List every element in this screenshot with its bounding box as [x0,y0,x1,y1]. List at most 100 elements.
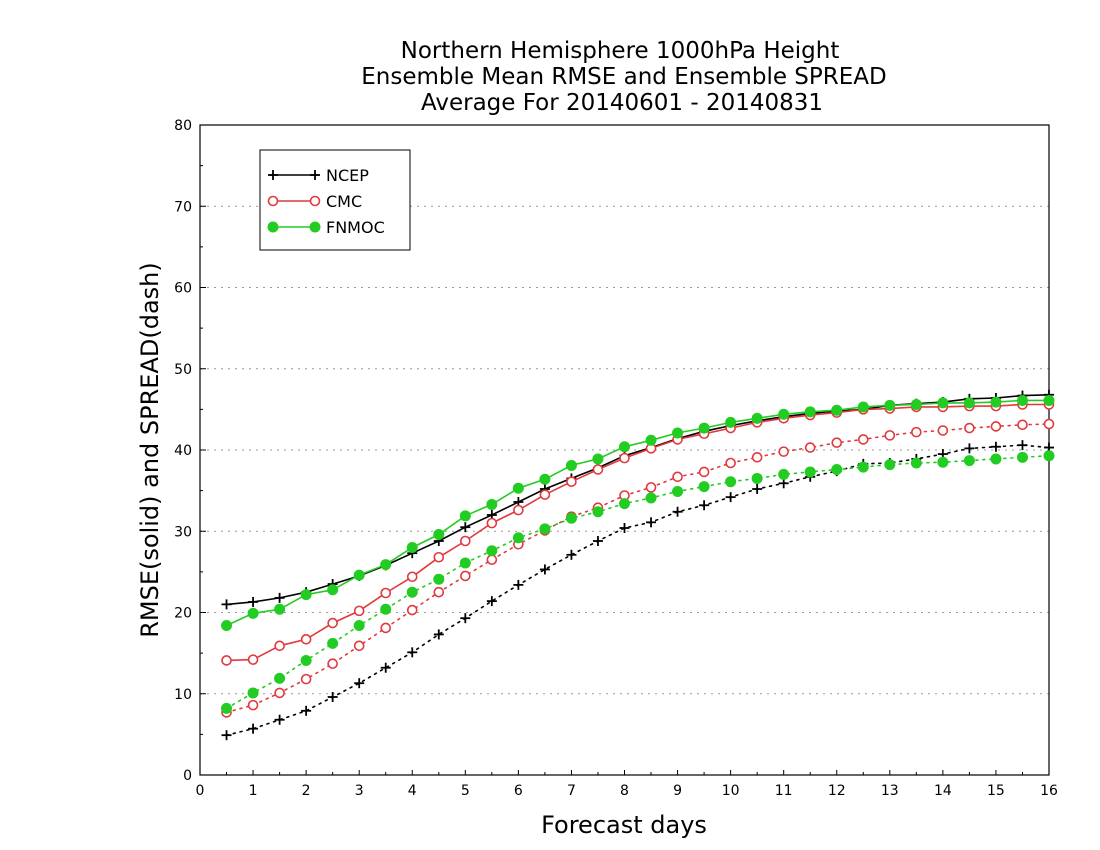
fnmoc-spread-point [459,557,471,569]
cmc-rmse-point [406,571,418,583]
cmc-spread-point [911,426,922,438]
cmc-spread-point [247,699,259,711]
cmc-spread-point [804,442,816,453]
legend-label-cmc: CMC [326,192,362,211]
fnmoc-rmse-point [247,607,259,619]
fnmoc-spread-point [751,472,763,484]
ncep-spread-point [380,662,391,673]
cmc-spread-point [964,422,975,434]
ncep-spread-point [248,723,259,734]
y-tick-label: 50 [174,362,192,378]
fnmoc-spread-point [592,506,604,518]
ncep-spread-point [539,564,550,575]
fnmoc-rmse-point [725,416,737,428]
cmc-spread-point [645,482,657,493]
fnmoc-rmse-point [327,584,339,596]
ncep-spread-point [407,647,418,658]
fnmoc-rmse-point [486,498,498,510]
legend-marker-ncep [268,170,278,180]
fnmoc-spread-point [698,481,710,493]
x-tick-label: 12 [828,783,846,799]
ncep-spread-point [619,523,630,533]
fnmoc-rmse-point [910,399,922,410]
cmc-rmse-point [433,551,445,563]
cmc-rmse-point [619,452,630,464]
fnmoc-rmse-point [433,529,445,540]
fnmoc-rmse-point [565,459,577,471]
x-tick-label: 9 [673,783,682,799]
ncep-spread-point [1017,440,1028,451]
y-axis-label: RMSE(solid) and SPREAD(dash) [136,262,164,638]
fnmoc-spread-point [300,654,312,666]
fnmoc-spread-point [433,573,445,585]
x-tick-label: 3 [355,783,364,799]
fnmoc-rmse-point [380,559,392,571]
chart-subtitle: Ensemble Mean RMSE and Ensemble SPREAD [361,64,886,90]
cmc-rmse-point [274,640,285,652]
x-tick-label: 1 [249,783,258,799]
legend: NCEP CMC FNMOC [259,149,411,251]
ncep-rmse-line [226,394,1050,606]
fnmoc-rmse-point [751,412,763,424]
ncep-spread-point [486,596,497,607]
cmc-rmse-point [353,605,365,617]
fnmoc-spread-point [963,455,975,467]
fnmoc-rmse-point [539,473,551,485]
fnmoc-spread-point [857,461,869,473]
cmc-spread-point [353,640,365,652]
fnmoc-spread-point [274,672,286,684]
cmc-spread-point [698,466,710,478]
fnmoc-rmse-point [645,434,657,446]
cmc-rmse-point [592,464,604,475]
ncep-spread-point [566,549,577,560]
x-tick-label: 13 [881,783,899,799]
cmc-rmse-point [539,489,551,500]
chart-subtitle-date: Average For 20140601 - 20140831 [421,90,823,116]
x-tick-label: 10 [722,783,740,799]
cmc-rmse-point [300,634,312,645]
legend-marker-cmc [309,195,321,207]
cmc-spread-point [990,421,1002,432]
fnmoc-rmse-point [831,404,843,416]
ncep-rmse-point [248,596,259,607]
fnmoc-spread-point [672,485,684,497]
fnmoc-spread-point [804,466,816,478]
fnmoc-rmse-point [698,422,710,434]
fnmoc-rmse-point [884,399,896,411]
fnmoc-rmse-point [274,603,286,615]
fnmoc-rmse-line [226,399,1049,627]
y-tick-label: 0 [183,768,192,784]
y-tick-label: 10 [174,687,192,703]
fnmoc-rmse-point [406,542,418,553]
ncep-spread-point [752,484,763,494]
fnmoc-spread-point [619,498,630,510]
ncep-spread-point [646,517,657,528]
cmc-rmse-point [486,517,498,529]
ncep-spread-point [327,692,338,702]
fnmoc-spread-point [406,586,418,598]
x-axis-label: Forecast days [541,811,707,839]
x-axis-ticks: 0 1 2 3 4 5 6 7 8 9 10 11 12 13 14 15 16 [196,770,1058,799]
fnmoc-rmse-point [1043,394,1055,406]
cmc-spread-point [274,687,285,699]
fnmoc-spread-point [565,512,577,524]
cmc-spread-point [300,673,312,685]
fnmoc-spread-line [225,454,1050,710]
ncep-spread-point [274,714,285,725]
x-tick-label: 14 [934,783,952,799]
legend-label-fnmoc: FNMOC [326,218,385,237]
x-tick-label: 15 [987,783,1005,799]
x-tick-label: 2 [302,783,311,799]
ncep-spread-point [221,730,232,741]
cmc-spread-point [857,434,869,445]
y-tick-label: 20 [174,606,192,622]
ncep-spread-line [225,444,1050,737]
ncep-spread-point [301,705,312,716]
fnmoc-spread-point [327,637,339,649]
cmc-rmse-point [221,655,232,666]
cmc-spread-point [406,604,418,616]
fnmoc-rmse-point [619,441,630,453]
cmc-spread-line [225,423,1050,714]
x-tick-label: 5 [461,783,470,799]
cmc-spread-point [725,457,736,469]
